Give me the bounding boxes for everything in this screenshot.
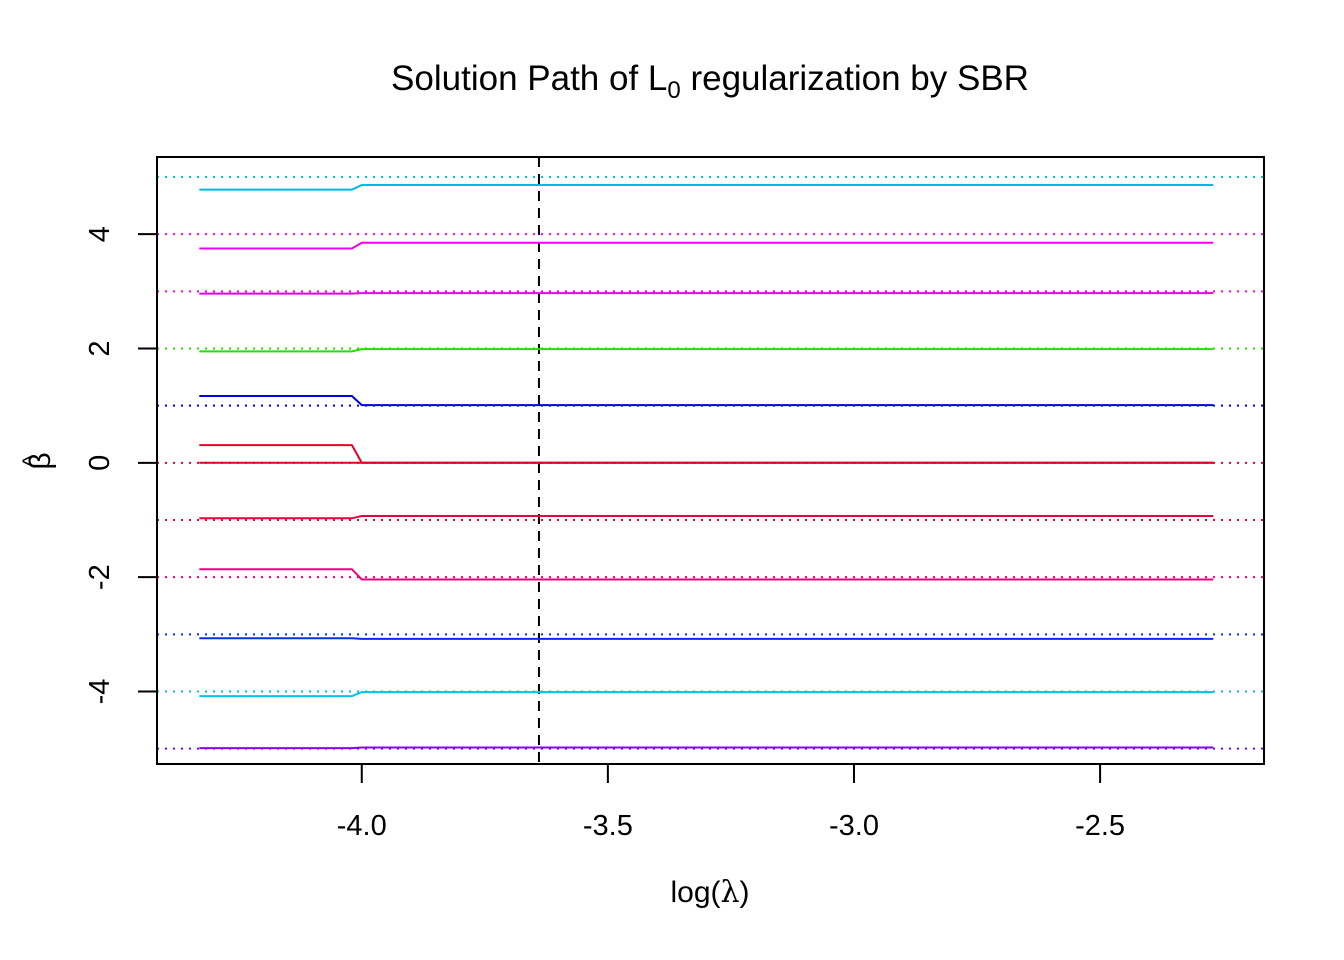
- x-tick-label-2: -3.0: [829, 810, 879, 842]
- x-axis-label-symbol: λ: [721, 875, 740, 910]
- x-tick-label-3: -2.5: [1075, 810, 1125, 842]
- x-tick-label-1: -3.5: [583, 810, 633, 842]
- x-axis-label: log(λ): [670, 875, 749, 910]
- series-line-11: [199, 746, 1214, 750]
- axes: -4.0 -3.5 -3.0 -2.5 -4 -2 0 2 4: [84, 226, 1125, 842]
- chart-title-prefix: Solution Path of L: [391, 59, 667, 98]
- series-line-2: [199, 292, 1214, 295]
- y-tick-label-0: -4: [84, 679, 116, 705]
- y-axis-label-symbol: β: [24, 452, 57, 469]
- series-line-5: [199, 444, 1214, 464]
- series-line-8: [199, 568, 1214, 581]
- x-tick-label-0: -4.0: [337, 810, 387, 842]
- x-axis-label-prefix: log(: [670, 876, 720, 909]
- y-tick-label-3: 2: [84, 340, 116, 356]
- series-line-7: [199, 515, 1214, 520]
- plot-area: [157, 157, 1264, 764]
- chart-title: Solution Path of L0 regularization by SB…: [391, 59, 1029, 104]
- y-tick-label-2: 0: [84, 455, 116, 471]
- x-axis-label-suffix: ): [740, 876, 750, 909]
- series-line-1: [199, 241, 1214, 250]
- series-line-9: [199, 637, 1214, 640]
- y-axis-label-hat: ^: [18, 455, 43, 466]
- series-line-4: [199, 395, 1214, 407]
- chart-title-subscript: 0: [667, 77, 680, 104]
- series-line-10: [199, 691, 1214, 698]
- series-line-3: [199, 348, 1214, 353]
- series-line-0: [199, 184, 1214, 191]
- y-axis-label: β ^: [18, 452, 57, 469]
- chart-title-suffix: regularization by SBR: [681, 59, 1029, 98]
- y-tick-label-4: 4: [84, 226, 116, 242]
- y-tick-label-1: -2: [84, 564, 116, 590]
